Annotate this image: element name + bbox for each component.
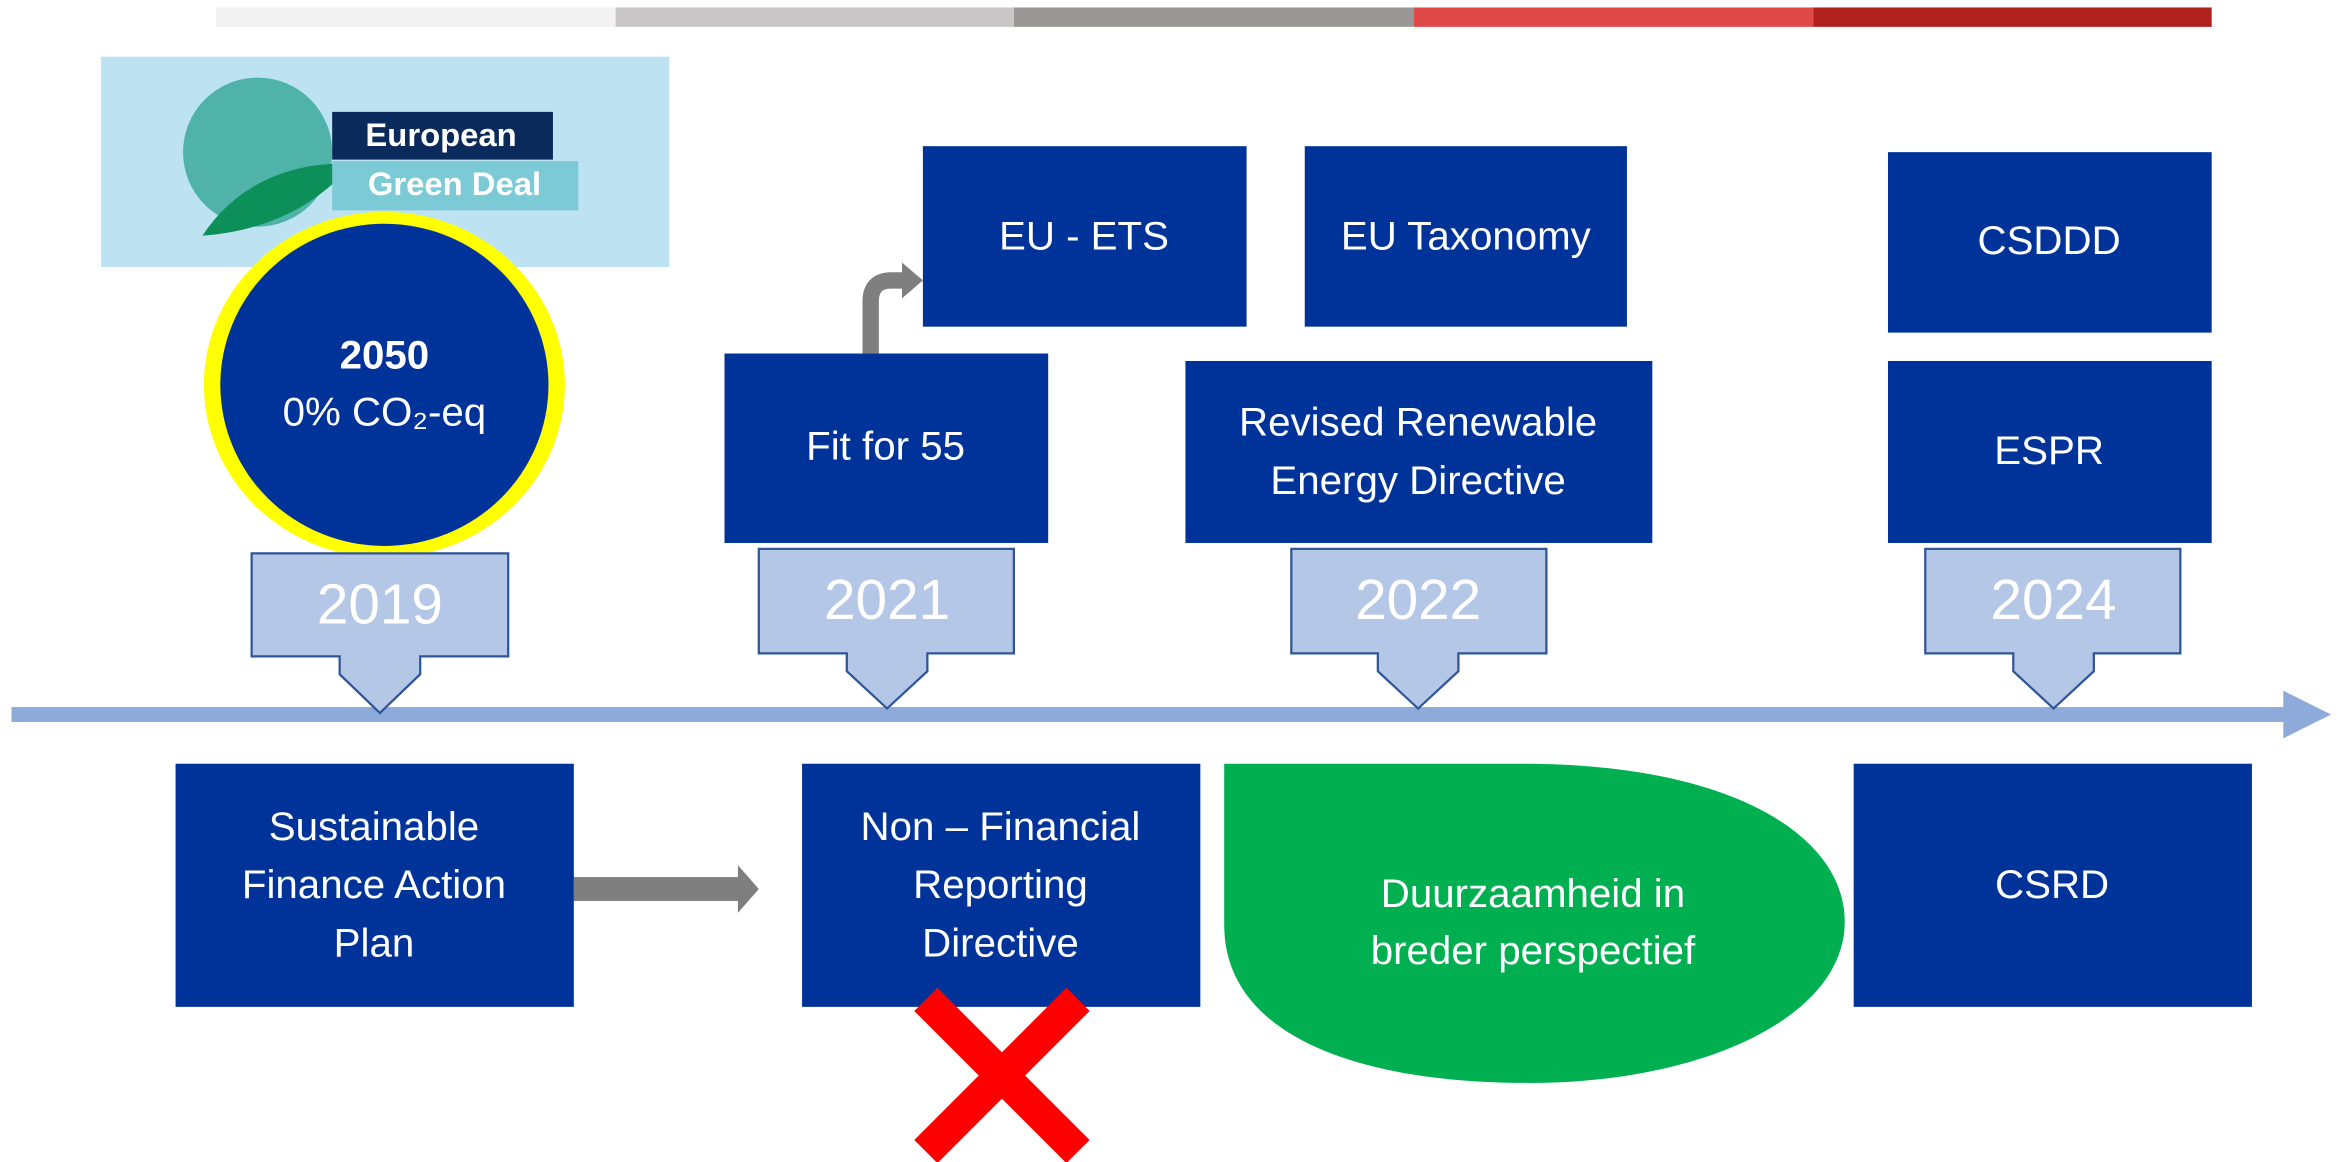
connector xyxy=(862,272,905,354)
box-label: Revised Renewable xyxy=(1239,400,1597,445)
box-label: Energy Directive xyxy=(1270,458,1565,503)
box-label: Reporting xyxy=(913,862,1088,907)
connector xyxy=(573,877,741,901)
year-label: 2022 xyxy=(1355,569,1481,632)
goal-target: 0% CO₂-eq xyxy=(283,389,487,434)
green-deal-logo: European Green Deal xyxy=(100,56,670,268)
timeline xyxy=(11,707,2287,722)
year-callouts xyxy=(250,547,2182,715)
box-label: Fit for 55 xyxy=(806,424,965,469)
perspective-shape xyxy=(1224,763,1845,1083)
above-boxes xyxy=(724,146,2212,543)
timeline-arrowhead xyxy=(2283,690,2332,739)
goal-year: 2050 xyxy=(340,333,430,378)
year-label: 2021 xyxy=(824,569,950,632)
box-label: CSRD xyxy=(1995,862,2109,907)
year-label: 2024 xyxy=(1991,569,2117,632)
red-cross xyxy=(914,987,1090,1162)
box-label: ESPR xyxy=(1994,428,2104,473)
box-label: Non – Financial xyxy=(861,804,1141,849)
logo-text: Green Deal xyxy=(368,165,541,202)
box-label: Sustainable xyxy=(269,804,479,849)
box-label: CSDDD xyxy=(1977,218,2120,263)
top-bar xyxy=(215,7,2212,27)
goal-circle xyxy=(220,223,549,546)
year-label: 2019 xyxy=(317,574,443,637)
connector-head xyxy=(902,262,923,299)
box-label: Duurzaamheid in xyxy=(1381,871,1685,916)
below-boxes xyxy=(175,763,2252,1007)
box-label: breder perspectief xyxy=(1371,928,1696,973)
box-label: Directive xyxy=(922,920,1079,965)
logo-text: European xyxy=(365,116,516,153)
connector-head xyxy=(737,865,759,913)
box-label: EU Taxonomy xyxy=(1341,213,1592,258)
box-label: Plan xyxy=(334,920,415,965)
box-label: EU - ETS xyxy=(999,213,1169,258)
box-label: Finance Action xyxy=(242,862,506,907)
